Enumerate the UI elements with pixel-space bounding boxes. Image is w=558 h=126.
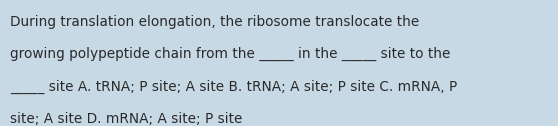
Text: growing polypeptide chain from the _____ in the _____ site to the: growing polypeptide chain from the _____… bbox=[10, 47, 450, 61]
Text: During translation elongation, the ribosome translocate the: During translation elongation, the ribos… bbox=[10, 15, 419, 29]
Text: site; A site D. mRNA; A site; P site: site; A site D. mRNA; A site; P site bbox=[10, 112, 242, 125]
Text: _____ site A. tRNA; P site; A site B. tRNA; A site; P site C. mRNA, P: _____ site A. tRNA; P site; A site B. tR… bbox=[10, 79, 458, 93]
